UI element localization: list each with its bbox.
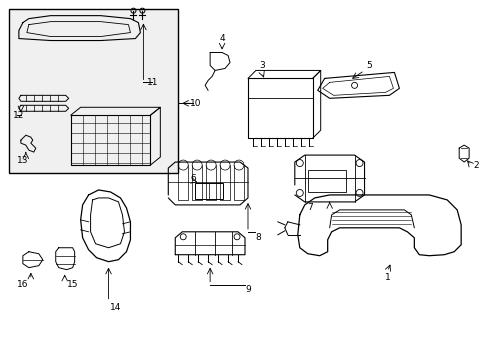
Text: 10: 10 xyxy=(190,99,202,108)
Text: 15: 15 xyxy=(67,280,78,289)
Text: 7: 7 xyxy=(306,203,312,212)
Text: 14: 14 xyxy=(110,303,121,312)
Text: 1: 1 xyxy=(384,273,389,282)
Bar xyxy=(9,9,178,173)
Bar xyxy=(307,170,345,192)
Text: 8: 8 xyxy=(255,233,260,242)
Text: 5: 5 xyxy=(366,61,372,70)
Text: 12: 12 xyxy=(13,111,24,120)
Text: 13: 13 xyxy=(17,156,29,165)
Text: 2: 2 xyxy=(472,161,478,170)
Bar xyxy=(195,183,223,199)
Text: 16: 16 xyxy=(17,280,29,289)
Text: 6: 6 xyxy=(190,174,196,183)
Text: 3: 3 xyxy=(259,61,264,70)
Text: 4: 4 xyxy=(219,34,224,43)
Text: 11: 11 xyxy=(146,78,158,87)
Text: 9: 9 xyxy=(244,285,250,294)
